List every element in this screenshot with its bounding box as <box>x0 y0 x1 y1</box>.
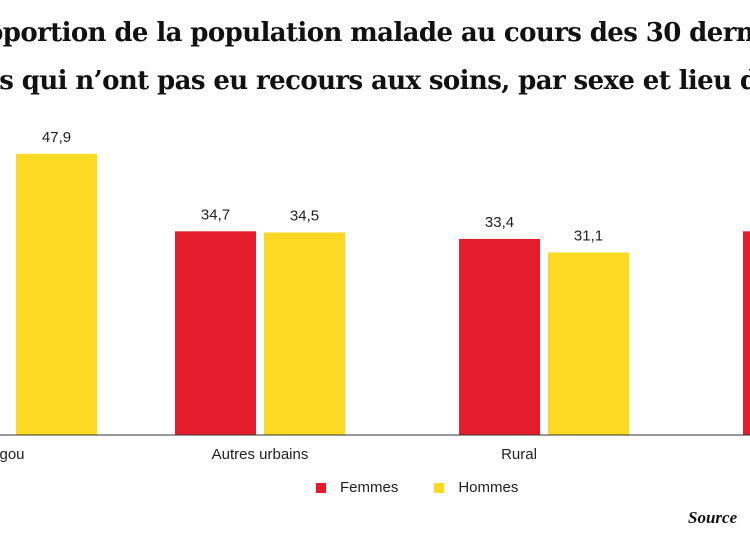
value-label-hommes-gou: 47,9 <box>42 129 71 146</box>
category-label-gou: gou <box>0 446 25 463</box>
source-note: Source <box>688 508 738 527</box>
legend-swatch-hommes <box>434 482 445 493</box>
chart-title-line-1: oportion de la population malade au cour… <box>0 18 750 48</box>
value-label-femmes-autres-urbains: 34,7 <box>201 206 230 223</box>
legend-label-femmes: Femmes <box>340 479 399 496</box>
bar-hommes-autres-urbains <box>264 232 345 435</box>
legend-item-femmes: Femmes <box>316 479 398 496</box>
chart-title-line-2: is qui n’ont pas eu recours aux soins, p… <box>0 66 750 96</box>
bar-hommes-gou <box>16 153 97 435</box>
legend-label-hommes: Hommes <box>458 479 519 496</box>
bar-femmes-autres-urbains <box>175 231 256 435</box>
bar-femmes-partial <box>743 231 750 435</box>
bar-group <box>16 153 750 435</box>
chart-legend: Femmes Hommes <box>316 479 554 496</box>
legend-item-hommes: Hommes <box>434 479 518 496</box>
category-label-autres-urbains: Autres urbains <box>212 446 309 463</box>
label-group: 47,9 gou 34,7 34,5 Autres urbains 33,4 31,1 Rur… <box>0 129 603 463</box>
value-label-femmes-rural: 33,4 <box>485 214 514 231</box>
bar-hommes-rural <box>548 252 629 435</box>
value-label-hommes-autres-urbains: 34,5 <box>290 207 319 224</box>
bar-femmes-rural <box>459 238 540 435</box>
category-label-rural: Rural <box>501 446 537 463</box>
value-label-hommes-rural: 31,1 <box>574 227 603 244</box>
legend-swatch-femmes <box>316 482 326 493</box>
